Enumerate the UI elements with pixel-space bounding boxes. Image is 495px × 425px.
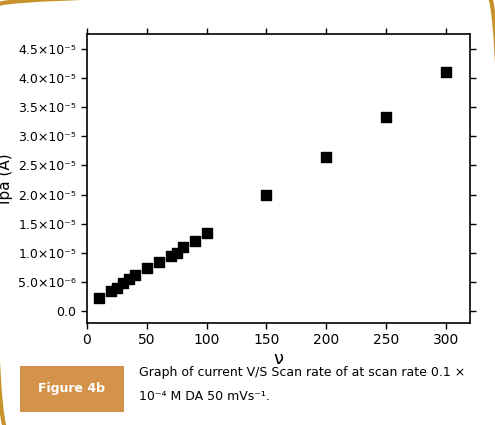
Point [191, 238, 198, 245]
Point [154, 258, 162, 265]
Point [119, 280, 127, 287]
Point [443, 68, 450, 75]
Point [131, 272, 139, 278]
Text: Figure 4b: Figure 4b [38, 382, 105, 395]
Y-axis label: Ipa (A): Ipa (A) [0, 153, 13, 204]
Point [95, 295, 102, 302]
Point [202, 229, 210, 236]
Point [113, 285, 121, 292]
Point [382, 114, 390, 121]
Point [179, 244, 187, 250]
Point [106, 287, 114, 294]
Point [262, 191, 270, 198]
Point [143, 264, 150, 271]
Text: 10⁻⁴ M DA 50 mVs⁻¹.: 10⁻⁴ M DA 50 mVs⁻¹. [139, 390, 269, 403]
X-axis label: ν: ν [273, 350, 284, 368]
FancyBboxPatch shape [15, 363, 129, 415]
Text: Graph of current V/S Scan rate of at scan rate 0.1 ×: Graph of current V/S Scan rate of at sca… [139, 366, 465, 379]
Point [167, 252, 175, 259]
Point [125, 276, 133, 283]
Point [173, 249, 181, 256]
Point [322, 153, 330, 160]
